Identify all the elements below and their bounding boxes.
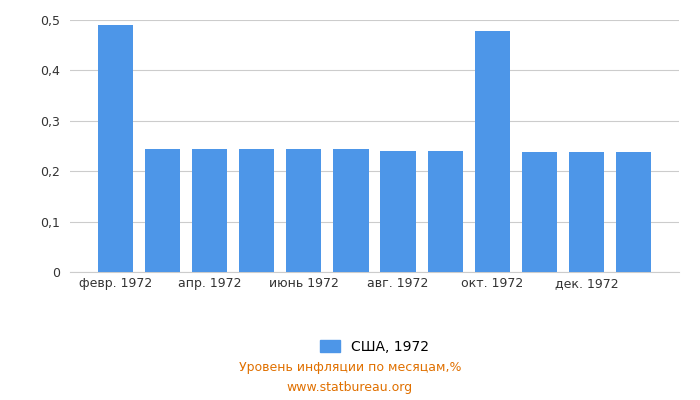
Bar	[569, 152, 604, 272]
Bar	[522, 152, 557, 272]
Bar	[98, 25, 133, 272]
Bar	[616, 152, 651, 272]
Bar	[192, 148, 228, 272]
Bar	[239, 149, 274, 272]
Bar	[428, 150, 463, 272]
Text: www.statbureau.org: www.statbureau.org	[287, 382, 413, 394]
Bar	[380, 151, 416, 272]
Bar	[286, 149, 321, 272]
Text: Уровень инфляции по месяцам,%: Уровень инфляции по месяцам,%	[239, 362, 461, 374]
Legend: США, 1972: США, 1972	[314, 334, 435, 360]
Bar	[145, 148, 180, 272]
Bar	[475, 31, 510, 272]
Bar	[333, 149, 369, 272]
